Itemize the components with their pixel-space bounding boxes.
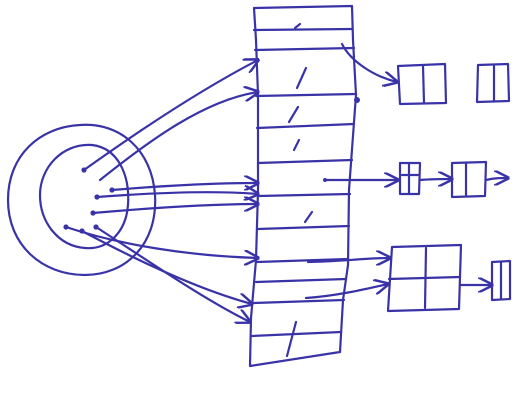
- outer-circle: [6, 123, 157, 277]
- slot-divider: [256, 158, 354, 165]
- empty-slot-mark: [292, 138, 301, 152]
- chain-node: [475, 62, 511, 104]
- arrow: [98, 92, 258, 182]
- chain-middle: [398, 160, 508, 199]
- arrow: [306, 258, 390, 262]
- chain-top: [396, 62, 511, 106]
- arrow: [91, 204, 258, 215]
- key-to-slot-arrows: [64, 60, 258, 322]
- arrow: [110, 183, 258, 192]
- arrow: [94, 225, 250, 322]
- key-dots: [63, 167, 115, 234]
- slot-to-chain-arrows: [304, 42, 398, 300]
- slot-divider: [254, 92, 358, 98]
- inner-circle: [38, 143, 130, 250]
- arrow: [82, 60, 258, 172]
- slot-divider: [256, 224, 351, 231]
- arrow: [304, 284, 388, 300]
- chain-node: [490, 259, 512, 302]
- chain-node: [396, 62, 448, 106]
- slot-divider: [250, 330, 343, 338]
- node-divider: [421, 64, 426, 105]
- empty-slot-mark: [295, 66, 308, 90]
- chain-node: [386, 243, 463, 313]
- node-divider: [423, 246, 428, 310]
- slot-divider: [254, 277, 348, 284]
- arrow: [95, 192, 258, 197]
- hash-table: [248, 4, 360, 368]
- empty-slot-mark: [303, 210, 314, 224]
- slot-divider: [253, 46, 356, 52]
- empty-slot-mark: [287, 105, 300, 124]
- slot-divider: [256, 192, 352, 198]
- empty-slot-mark: [293, 22, 302, 30]
- table-outline: [248, 4, 358, 368]
- slot-divider: [252, 27, 354, 32]
- chain-bottom: [386, 243, 512, 313]
- chain-node: [398, 161, 422, 196]
- pointer-dot: [354, 97, 360, 103]
- chain-link: [418, 179, 452, 180]
- slot-divider: [255, 257, 350, 264]
- slot-divider: [255, 122, 356, 130]
- arrow: [64, 225, 258, 258]
- chain-link: [484, 178, 508, 180]
- slot-divider: [252, 298, 346, 305]
- empty-slot-mark: [285, 320, 298, 358]
- arrow: [340, 42, 397, 82]
- chain-node: [450, 160, 488, 199]
